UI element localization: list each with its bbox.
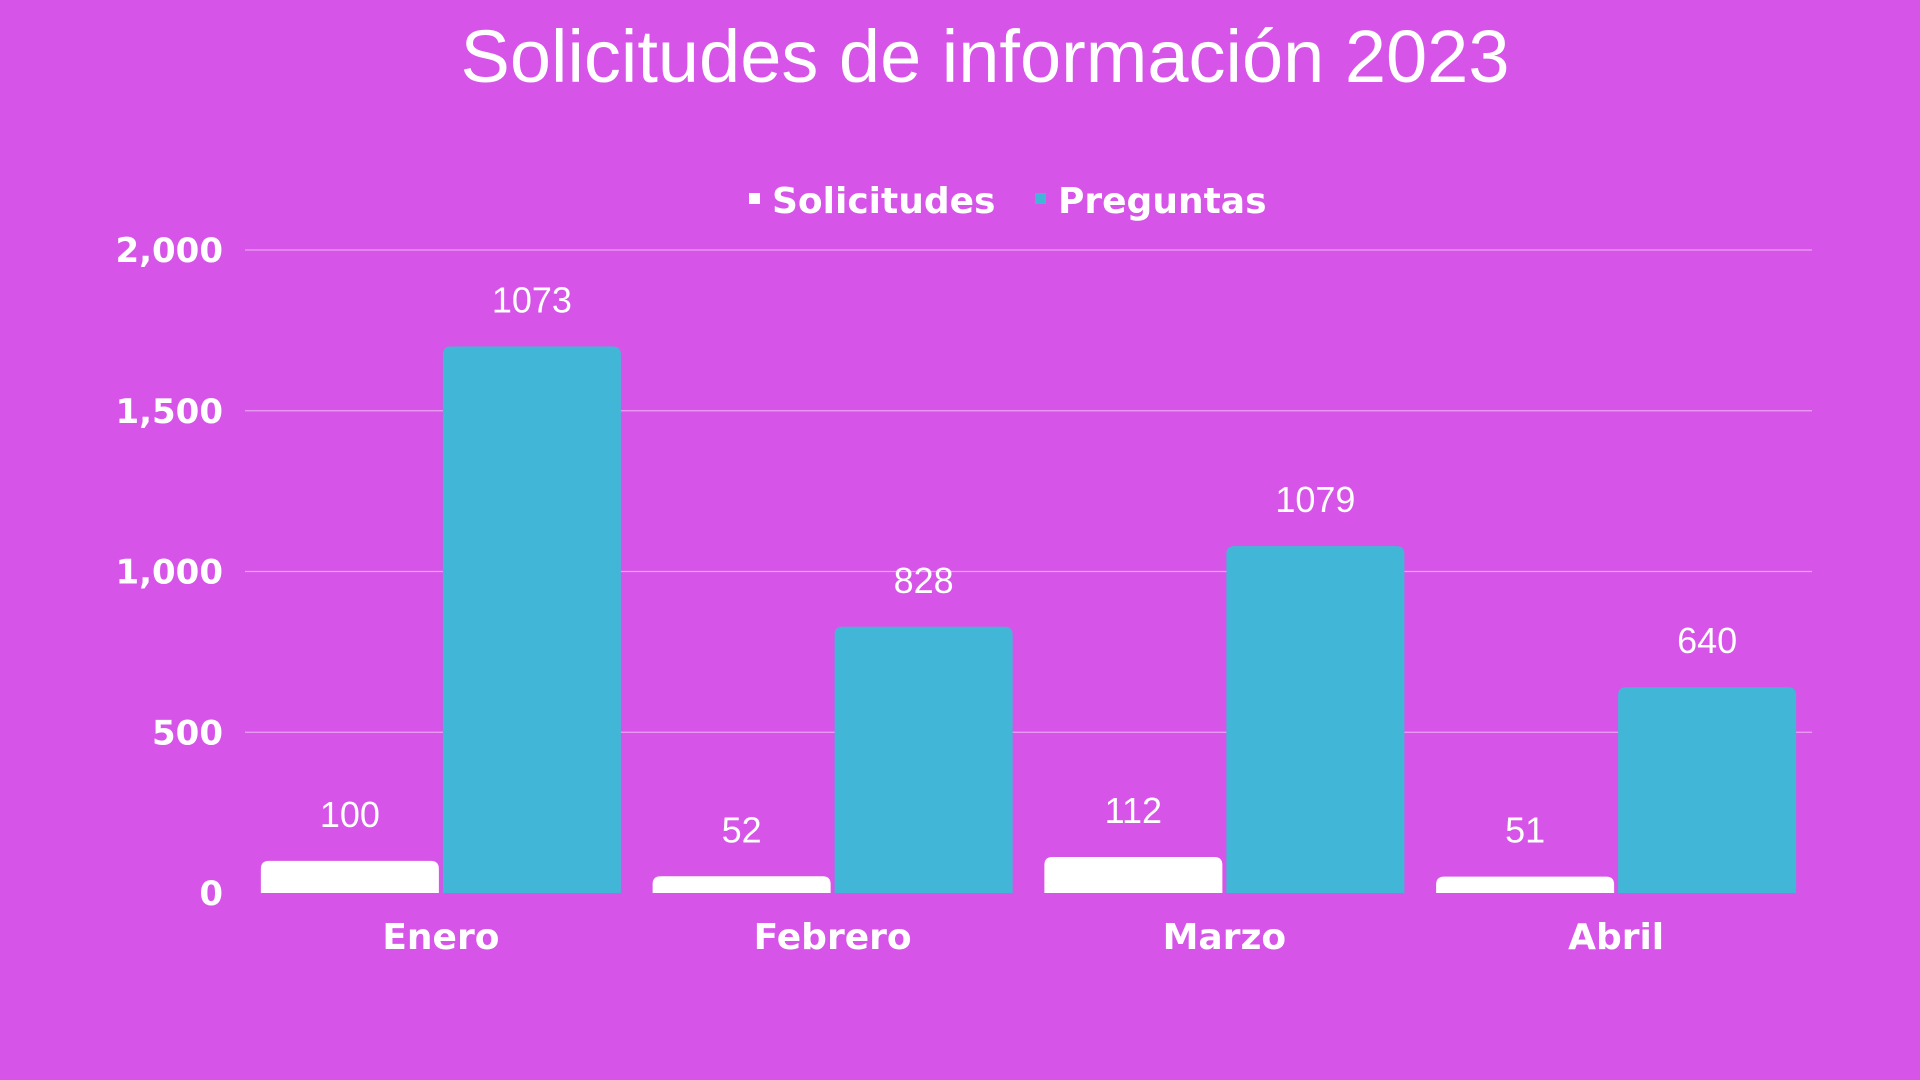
data-label-preguntas-marzo: 1079 <box>1275 479 1355 520</box>
y-tick-label: 500 <box>152 713 223 753</box>
data-label-preguntas-febrero: 828 <box>894 560 954 601</box>
y-tick-label: 1,500 <box>115 392 223 432</box>
legend-swatch-solicitudes <box>749 193 760 204</box>
x-tick-label-abril: Abril <box>1568 917 1664 958</box>
x-axis: Enero Febrero Marzo Abril <box>382 917 1664 958</box>
bar-preguntas-marzo <box>1226 546 1405 893</box>
bar-solicitudes-abril <box>1436 876 1615 893</box>
y-axis: 0 500 1,000 1,500 2,000 <box>115 231 223 914</box>
data-label-solicitudes-enero: 100 <box>320 794 380 835</box>
legend-label-preguntas: Preguntas <box>1058 181 1267 222</box>
data-label-solicitudes-abril: 51 <box>1505 810 1545 851</box>
bar-solicitudes-enero <box>260 860 439 893</box>
value-labels: 100 1073 52 828 112 1079 51 640 <box>320 279 1737 850</box>
data-label-solicitudes-marzo: 112 <box>1105 790 1162 831</box>
chart-title: Solicitudes de información 2023 <box>461 15 1510 98</box>
legend: Solicitudes Preguntas <box>749 181 1267 222</box>
x-tick-label-febrero: Febrero <box>754 917 912 958</box>
legend-swatch-preguntas <box>1035 193 1046 204</box>
data-label-solicitudes-febrero: 52 <box>722 809 762 850</box>
data-label-preguntas-abril: 640 <box>1677 620 1737 661</box>
bar-preguntas-abril <box>1618 687 1797 893</box>
y-tick-label: 0 <box>199 874 223 914</box>
bar-preguntas-febrero <box>834 626 1013 893</box>
legend-label-solicitudes: Solicitudes <box>772 181 995 222</box>
bar-preguntas-enero <box>442 346 621 893</box>
y-tick-label: 1,000 <box>115 553 223 593</box>
y-tick-label: 2,000 <box>115 231 223 271</box>
bar-solicitudes-marzo <box>1044 856 1223 893</box>
x-tick-label-marzo: Marzo <box>1163 917 1287 958</box>
x-tick-label-enero: Enero <box>382 917 499 958</box>
bars <box>260 346 1797 893</box>
data-label-preguntas-enero: 1073 <box>492 279 572 320</box>
bar-solicitudes-febrero <box>652 876 831 893</box>
